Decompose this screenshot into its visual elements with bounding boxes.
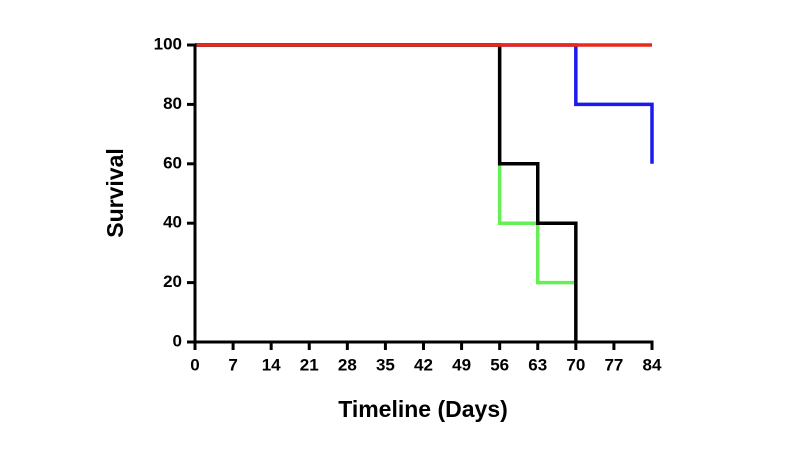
survival-line [195,43,578,342]
y-tick-label: 60 [163,153,182,172]
y-tick-label: 20 [163,272,182,291]
x-tick-label: 63 [528,355,547,374]
x-axis-title: Timeline (Days) [338,396,508,422]
x-tick-label: 77 [604,355,623,374]
x-tick-label: 35 [376,355,395,374]
x-tick-label: 0 [190,355,199,374]
survival-line [195,43,654,164]
x-tick-label: 21 [300,355,319,374]
x-tick-label: 70 [566,355,585,374]
y-tick-label: 40 [163,213,182,232]
y-tick-label: 80 [163,94,182,113]
x-tick-label: 84 [643,355,662,374]
y-tick-label: 100 [154,34,182,53]
y-axis-title: Survival [102,148,128,238]
x-tick-label: 49 [452,355,471,374]
x-tick-label: 56 [490,355,509,374]
x-tick-label: 28 [338,355,357,374]
x-tick-label: 7 [228,355,237,374]
y-tick-label: 0 [173,331,182,350]
x-tick-label: 14 [262,355,281,374]
x-tick-label: 42 [414,355,433,374]
